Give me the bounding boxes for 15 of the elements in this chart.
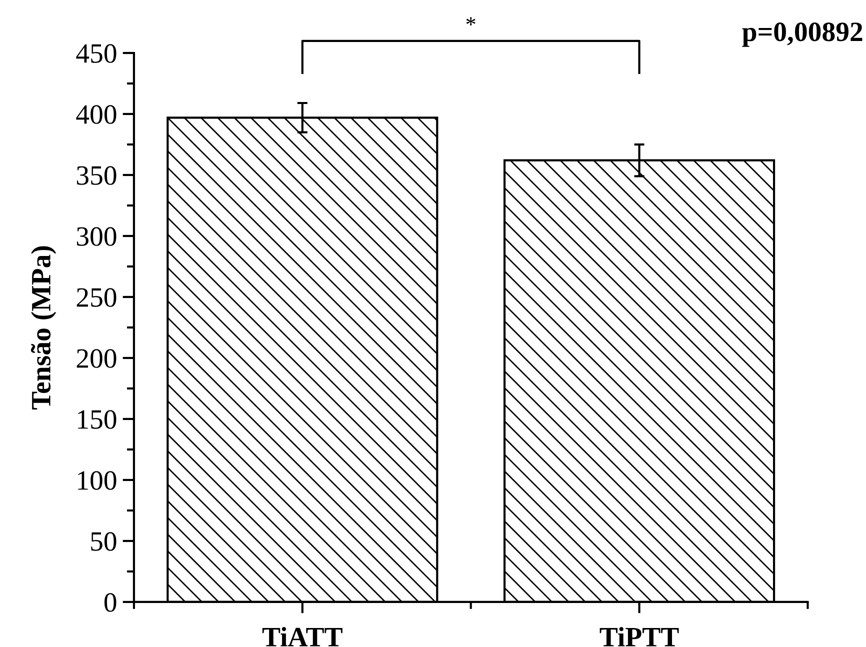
y-tick-label: 100 xyxy=(78,471,116,490)
y-tick-label: 450 xyxy=(76,44,116,63)
y-axis-title: Tensão (MPa) xyxy=(30,246,56,410)
y-tick-label: 0 xyxy=(104,593,116,612)
y-tick-label: 400 xyxy=(76,105,116,124)
y-tick-label: 300 xyxy=(76,227,116,246)
text: * xyxy=(466,17,476,26)
y-tick-label: 150 xyxy=(78,410,116,429)
x-tick-label: TiPTT xyxy=(600,626,679,646)
x-tick-label: TiATT xyxy=(262,626,342,646)
text: p=0,00892 xyxy=(742,22,862,47)
y-tick-label: 200 xyxy=(76,349,116,368)
y-tick-label: 350 xyxy=(76,166,116,185)
y-tick-label: 50 xyxy=(91,532,116,551)
y-tick-label: 250 xyxy=(76,288,116,307)
